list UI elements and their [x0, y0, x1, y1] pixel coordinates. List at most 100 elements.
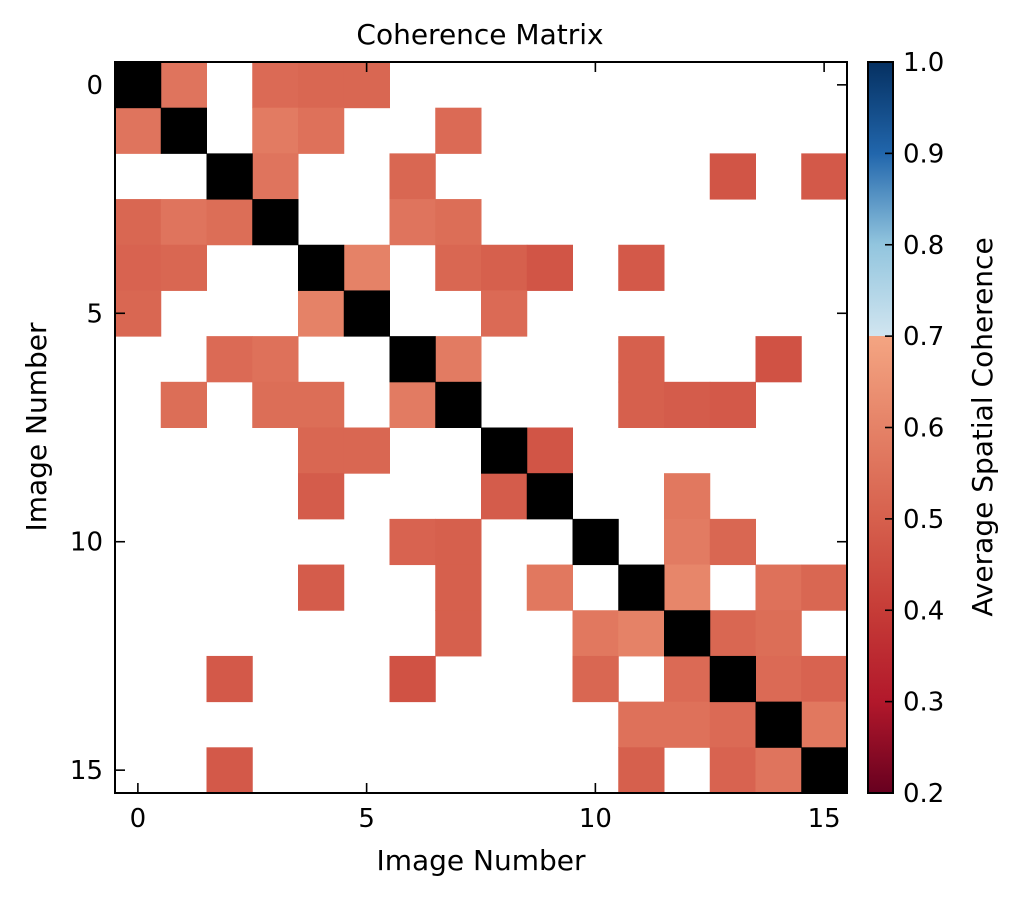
diagonal-cell [435, 381, 482, 428]
heatmap-cell [298, 62, 345, 109]
colorbar-tick-label: 0.5 [903, 505, 944, 535]
heatmap-cell [435, 199, 482, 246]
heatmap-cell [160, 62, 207, 109]
x-tick-label: 0 [130, 804, 147, 834]
diagonal-cell [572, 518, 619, 566]
heatmap-cell [435, 610, 482, 657]
diagonal-cell [160, 107, 207, 154]
heatmap-cell [801, 701, 848, 748]
heatmap-cell [709, 747, 756, 794]
heatmap-cell [298, 564, 345, 611]
heatmap-cell [298, 381, 345, 428]
colorbar-tick-label: 0.4 [903, 596, 944, 626]
heatmap-cell [435, 244, 482, 291]
heatmap-cell [389, 153, 436, 200]
diagonal-cell [755, 701, 802, 748]
heatmap-cell [755, 336, 802, 383]
y-tick-label: 0 [86, 71, 103, 101]
chart-title: Coherence Matrix [356, 18, 603, 51]
diagonal-cell [389, 336, 436, 383]
diagonal-cell [664, 610, 711, 657]
heatmap-cell [298, 473, 345, 520]
heatmap-cell [481, 244, 528, 291]
heatmap-cell [618, 747, 665, 794]
heatmap-cell [709, 701, 756, 748]
heatmap-cell [801, 655, 848, 703]
heatmap-cell [709, 518, 756, 566]
heatmap-cell [618, 244, 665, 291]
heatmap-cell [343, 244, 390, 291]
heatmap-cell [618, 381, 665, 428]
heatmap-cell [160, 381, 207, 428]
heatmap-cell [115, 244, 162, 291]
heatmap-cell [252, 107, 299, 154]
heatmap-cell [206, 747, 253, 794]
diagonal-cell [298, 244, 345, 291]
heatmap-cell [618, 336, 665, 383]
heatmap-cell [709, 381, 756, 428]
heatmap-cell [618, 610, 665, 657]
colorbar-tick-label: 0.9 [903, 139, 944, 169]
heatmap-cell [435, 518, 482, 566]
diagonal-cell [343, 290, 390, 337]
heatmap-cell [664, 564, 711, 611]
heatmap-cell [801, 564, 848, 611]
heatmap-cell [664, 655, 711, 703]
heatmap-cell [664, 518, 711, 566]
heatmap-cell [572, 610, 619, 657]
y-tick-label: 15 [70, 756, 103, 786]
heatmap-cell [206, 199, 253, 246]
x-axis-label: Image Number [376, 844, 586, 877]
heatmap-cell [252, 336, 299, 383]
colorbar-tick-label: 0.3 [903, 688, 944, 718]
heatmap-cell [206, 655, 253, 703]
heatmap-cell [160, 244, 207, 291]
heatmap-cell [252, 62, 299, 109]
heatmap-cell [435, 564, 482, 611]
heatmap-cell [298, 290, 345, 337]
heatmap-cell [618, 701, 665, 748]
y-tick-label: 10 [70, 528, 103, 558]
colorbar-tick-label: 0.2 [903, 779, 944, 809]
heatmap-cell [526, 564, 573, 611]
diagonal-cell [618, 564, 665, 611]
colorbar-tick-label: 0.7 [903, 322, 944, 352]
colorbar: 0.2 0.3 0.4 0.5 0.6 0.7 0.8 0.9 1.0 [867, 48, 944, 809]
heatmap-cell [709, 610, 756, 657]
heatmap-cell [664, 473, 711, 520]
axes: 0 5 10 15 0 5 10 15 [70, 62, 847, 834]
colorbar-label: Average Spatial Coherence [966, 237, 999, 616]
heatmap-cell [755, 610, 802, 657]
heatmap-cell [252, 153, 299, 200]
diagonal-cell [481, 427, 528, 474]
heatmap-cell [160, 199, 207, 246]
plot-frame [114, 61, 848, 794]
heatmap-cell [298, 427, 345, 474]
heatmap-cell [664, 381, 711, 428]
diagonal-cell [709, 655, 756, 703]
heatmap-cell [252, 381, 299, 428]
colorbar-tick-label: 0.8 [903, 231, 944, 261]
heatmap-cell [755, 747, 802, 794]
heatmap-cell [343, 427, 390, 474]
colorbar-tick-label: 0.6 [903, 414, 944, 444]
heatmap-cell [389, 655, 436, 703]
x-tick-label: 5 [358, 804, 375, 834]
diagonal-cell [206, 153, 253, 200]
heatmap-cell [755, 655, 802, 703]
heatmap-cell [526, 244, 573, 291]
heatmap-cell [801, 153, 848, 200]
heatmap-cell [435, 336, 482, 383]
heatmap-cell [389, 381, 436, 428]
heatmap-cell [298, 107, 345, 154]
heatmap-cell [664, 701, 711, 748]
heatmap-cell [755, 564, 802, 611]
heatmap-cell [389, 199, 436, 246]
heatmap-cell [435, 107, 482, 154]
heatmap-cell [206, 336, 253, 383]
diagonal-cell [526, 473, 573, 520]
heatmap-cell [115, 107, 162, 154]
heatmap-cell [389, 518, 436, 566]
diagonal-cell [252, 199, 299, 246]
